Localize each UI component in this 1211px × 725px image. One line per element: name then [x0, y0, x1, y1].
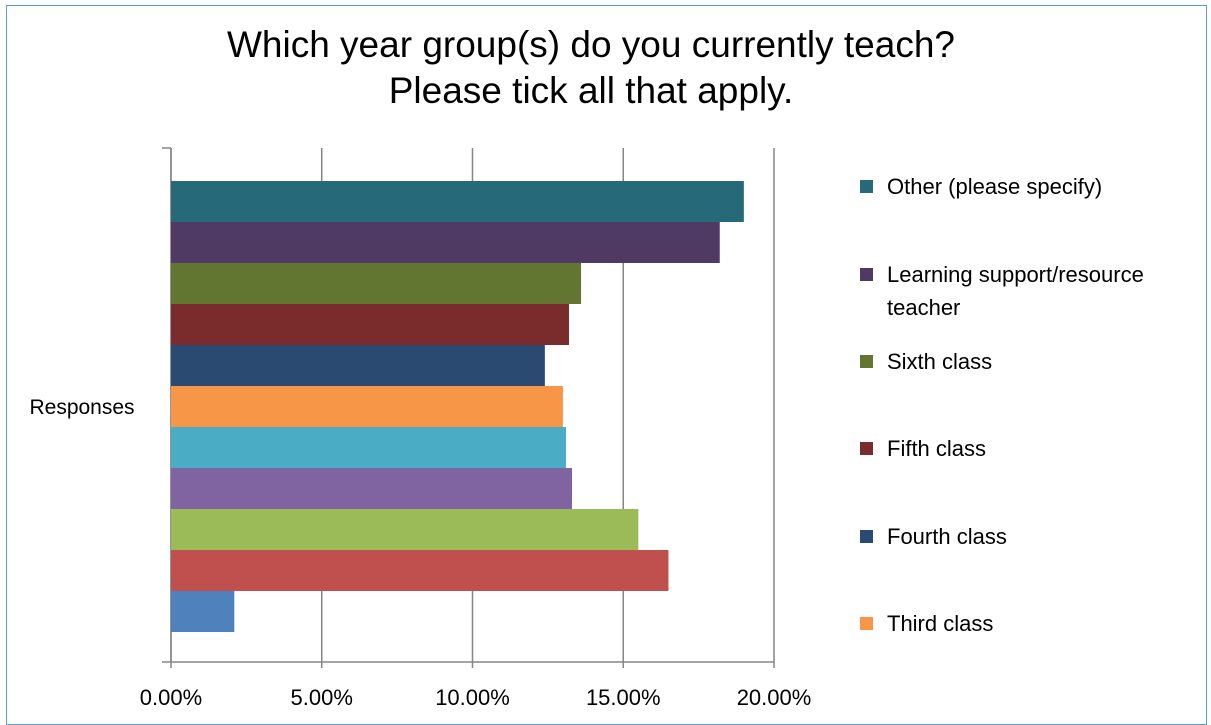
legend-label: Fourth class — [887, 524, 1007, 549]
bar — [171, 550, 669, 591]
bar — [171, 222, 720, 263]
x-tick-label: 0.00% — [140, 685, 202, 710]
legend-swatch — [860, 355, 873, 368]
x-tick-label: 15.00% — [586, 685, 661, 710]
legend-swatch — [860, 180, 873, 193]
legend-swatch — [860, 268, 873, 281]
bar — [171, 591, 235, 632]
bar — [171, 509, 639, 550]
bar — [171, 304, 569, 345]
bar — [171, 181, 744, 222]
legend-label: Learning support/resource teacher — [887, 262, 1144, 320]
legend-label: Fifth class — [887, 436, 987, 461]
x-tick-label: 5.00% — [291, 685, 353, 710]
bar — [171, 386, 563, 427]
legend-label: Other (please specify) — [887, 174, 1103, 199]
bar — [171, 263, 582, 304]
bar — [171, 427, 566, 468]
x-tick-label: 20.00% — [737, 685, 812, 710]
legend-swatch — [860, 617, 873, 630]
legend-swatch — [860, 442, 873, 455]
x-tick-label: 10.00% — [435, 685, 510, 710]
legend-swatch — [860, 530, 873, 543]
legend-label: Third class — [887, 611, 994, 636]
legend-label: Sixth class — [887, 349, 993, 374]
bar — [171, 468, 572, 509]
chart-title: Which year group(s) do you currently tea… — [226, 24, 955, 111]
bar — [171, 345, 545, 386]
category-label: Responses — [29, 396, 134, 419]
